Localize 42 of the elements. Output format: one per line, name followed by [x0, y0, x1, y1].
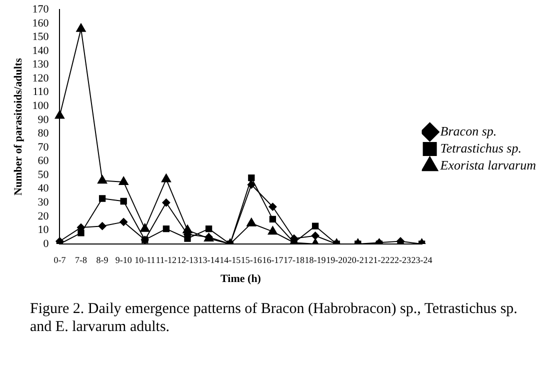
y-tick-label: 120 — [32, 72, 50, 84]
y-tick-label: 80 — [38, 128, 50, 140]
y-tick-label: 90 — [38, 114, 50, 126]
x-tick-label: 23-24 — [411, 254, 433, 265]
legend-label: Tetrastichus sp. — [440, 140, 522, 156]
y-tick-label: 20 — [38, 210, 50, 222]
x-tick-label: 15-16 — [240, 254, 262, 265]
y-tick-label: 160 — [32, 17, 50, 30]
y-tick-label: 140 — [32, 44, 50, 57]
y-tick-label: 30 — [38, 196, 50, 209]
x-tick-label: 21-22 — [368, 254, 390, 265]
x-tick-label: 0-7 — [54, 254, 66, 265]
y-tick-label: 0 — [43, 238, 50, 250]
y-tick-label: 170 — [32, 3, 50, 16]
x-tick-label: 10-11 — [134, 254, 156, 265]
x-tick-label: 12-13 — [177, 254, 198, 265]
x-tick-label: 18-19 — [304, 254, 326, 265]
y-tick-label: 40 — [38, 182, 50, 195]
x-tick-label: 20-21 — [347, 254, 368, 265]
y-axis-title: Number of parasitoids/adults — [12, 57, 24, 196]
legend-label: Exorista larvarum — [439, 157, 536, 172]
x-tick-label: 9-10 — [115, 254, 132, 265]
y-tick-label: 10 — [38, 224, 50, 236]
caption: Figure 2. Daily emergence patterns of Bracon (Habrobracon) sp., Tetrastichus sp. and E. larvarum adults. — [30, 300, 518, 336]
x-tick-label: 22-23 — [390, 254, 412, 265]
y-tick-label: 130 — [32, 58, 50, 71]
x-tick-label: 8-9 — [96, 254, 109, 265]
x-tick-label: 14-15 — [220, 254, 242, 265]
x-tick-label: 19-20 — [326, 254, 348, 265]
x-tick-label: 13-14 — [198, 254, 220, 265]
y-tick-label: 70 — [38, 141, 50, 154]
y-tick-label: 100 — [32, 100, 50, 112]
x-tick-label: 11-12 — [156, 254, 177, 265]
x-axis-title: Time (h) — [220, 273, 262, 286]
y-tick-label: 50 — [38, 168, 50, 181]
legend-label: Bracon sp. — [440, 123, 497, 138]
y-tick-label: 110 — [32, 86, 50, 98]
x-tick-label: 17-18 — [284, 254, 306, 265]
x-tick-label: 7-8 — [75, 254, 88, 265]
y-tick-label: 150 — [32, 31, 50, 44]
y-tick-label: 60 — [38, 155, 50, 168]
x-tick-label: 16-17 — [262, 254, 284, 265]
